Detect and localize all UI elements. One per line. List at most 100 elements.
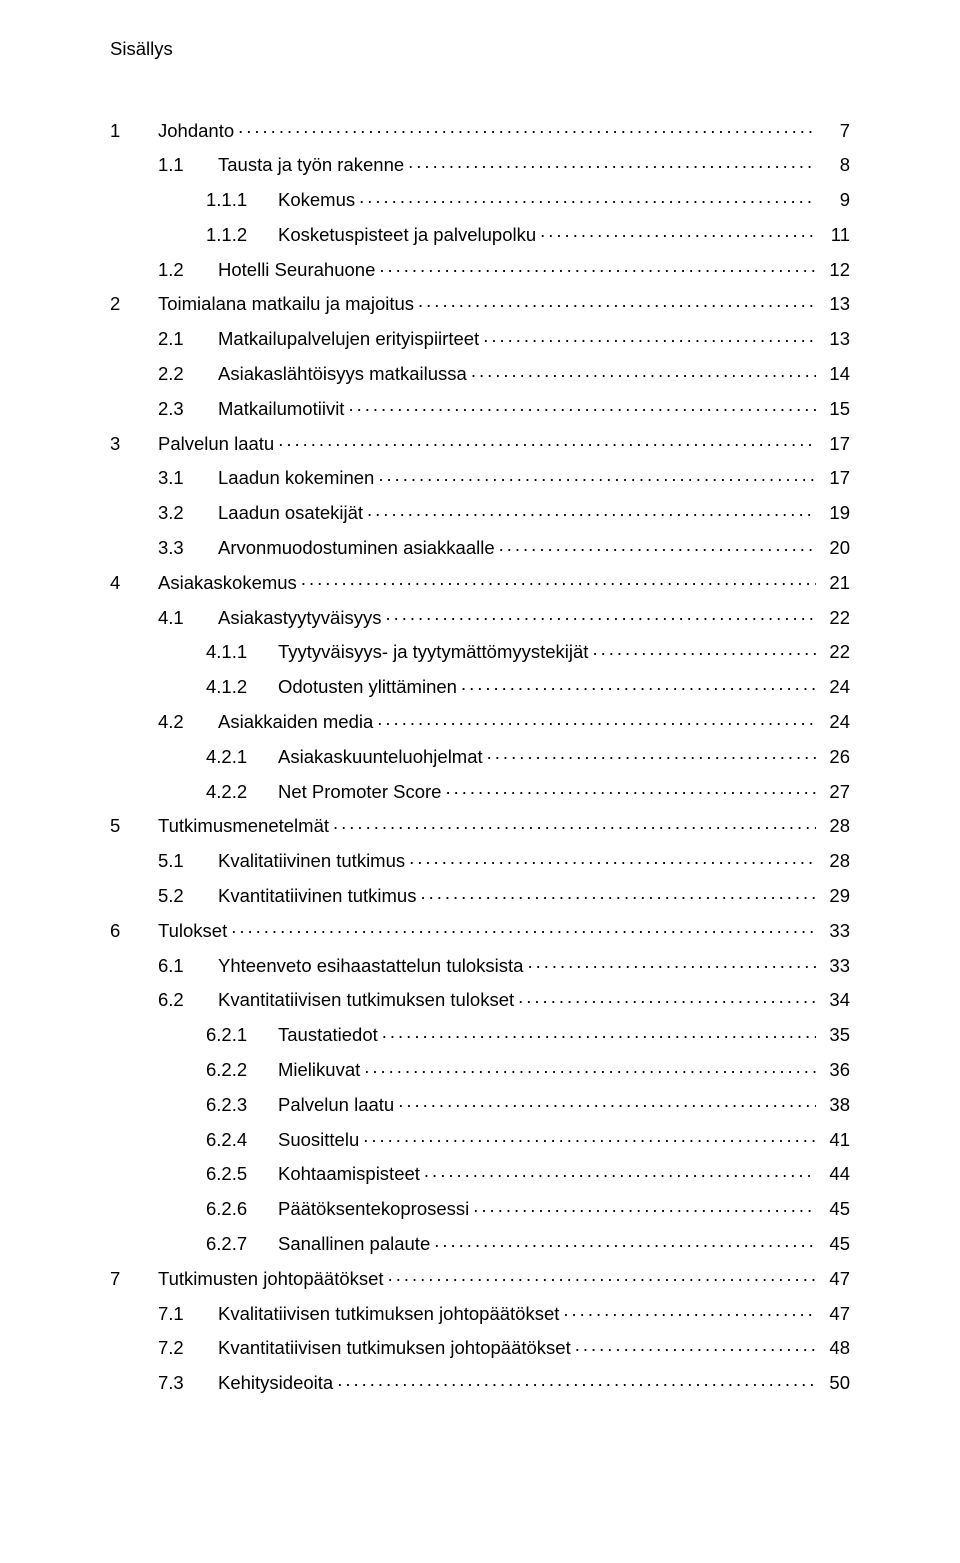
toc-dot-leader <box>408 153 816 172</box>
toc-entry-label: Tulokset <box>158 922 231 941</box>
toc-entry-label: Toimialana matkailu ja majoitus <box>158 295 418 314</box>
toc-entry: 3.1Laadun kokeminen17 <box>110 466 850 488</box>
toc-entry: 7.2Kvantitatiivisen tutkimuksen johtopää… <box>110 1336 850 1358</box>
toc-entry-page: 7 <box>816 122 850 141</box>
toc-entry-page: 33 <box>816 957 850 976</box>
toc-entry-label: Sanallinen palaute <box>278 1235 434 1254</box>
toc-dot-leader <box>301 570 816 589</box>
toc-entry-number: 1 <box>110 122 158 141</box>
toc-entry: 6.2Kvantitatiivisen tutkimuksen tulokset… <box>110 988 850 1010</box>
toc-dot-leader <box>348 396 816 415</box>
toc-entry-page: 26 <box>816 748 850 767</box>
toc-entry-number: 6.2.6 <box>110 1200 278 1219</box>
toc-dot-leader <box>499 536 816 555</box>
toc-entry-number: 1.1 <box>110 156 218 175</box>
toc-entry-page: 47 <box>816 1305 850 1324</box>
toc-entry-number: 6.2.1 <box>110 1026 278 1045</box>
toc-entry-number: 7 <box>110 1270 158 1289</box>
toc-entry-number: 6.1 <box>110 957 218 976</box>
toc-entry-number: 3.2 <box>110 504 218 523</box>
toc-entry-label: Palvelun laatu <box>278 1096 398 1115</box>
toc-entry-label: Kvantitatiivisen tutkimuksen johtopäätök… <box>218 1339 575 1358</box>
toc-entry-number: 4.1.2 <box>110 678 278 697</box>
toc-dot-leader <box>359 188 816 207</box>
toc-entry-label: Kohtaamispisteet <box>278 1165 424 1184</box>
toc-entry-label: Tutkimusmenetelmät <box>158 817 333 836</box>
toc-dot-leader <box>363 1127 816 1146</box>
toc-entry-label: Asiakastyytyväisyys <box>218 609 385 628</box>
toc-entry-number: 2 <box>110 295 158 314</box>
toc-entry: 2.2Asiakaslähtöisyys matkailussa14 <box>110 362 850 384</box>
toc-entry: 5Tutkimusmenetelmät28 <box>110 814 850 836</box>
toc-entry-number: 6 <box>110 922 158 941</box>
toc-entry-page: 41 <box>816 1131 850 1150</box>
toc-entry-label: Johdanto <box>158 122 238 141</box>
toc-entry-label: Kehitysideoita <box>218 1374 337 1393</box>
toc-entry: 1.1.2Kosketuspisteet ja palvelupolku 11 <box>110 222 850 244</box>
toc-dot-leader <box>367 501 816 520</box>
toc-entry-number: 7.1 <box>110 1305 218 1324</box>
toc-entry-page: 17 <box>816 435 850 454</box>
toc-entry-label: Mielikuvat <box>278 1061 364 1080</box>
toc-entry-number: 3 <box>110 435 158 454</box>
toc-entry: 4Asiakaskokemus21 <box>110 570 850 592</box>
toc-entry-label: Matkailupalvelujen erityispiirteet <box>218 330 483 349</box>
toc-entry: 2Toimialana matkailu ja majoitus13 <box>110 292 850 314</box>
toc-entry-label: Kosketuspisteet ja palvelupolku <box>278 226 540 245</box>
toc-entry: 6.2.1Taustatiedot 35 <box>110 1023 850 1045</box>
toc-entry-label: Kvantitatiivinen tutkimus <box>218 887 420 906</box>
table-of-contents: 1Johdanto71.1Tausta ja työn rakenne81.1.… <box>110 118 850 1393</box>
toc-dot-leader <box>471 362 816 381</box>
toc-entry: 6.2.7Sanallinen palaute 45 <box>110 1232 850 1254</box>
toc-entry: 6.2.4Suosittelu41 <box>110 1127 850 1149</box>
toc-dot-leader <box>434 1232 816 1251</box>
toc-entry-label: Asiakaskuunteluohjelmat <box>278 748 487 767</box>
toc-entry-number: 2.1 <box>110 330 218 349</box>
toc-entry-label: Palvelun laatu <box>158 435 278 454</box>
toc-dot-leader <box>379 257 816 276</box>
toc-entry-page: 19 <box>816 504 850 523</box>
toc-entry-label: Kvantitatiivisen tutkimuksen tulokset <box>218 991 518 1010</box>
toc-entry-page: 27 <box>816 783 850 802</box>
toc-dot-leader <box>278 431 816 450</box>
toc-entry-page: 11 <box>816 226 850 245</box>
toc-entry-page: 45 <box>816 1200 850 1219</box>
toc-entry-label: Odotusten ylittäminen <box>278 678 461 697</box>
toc-entry-page: 35 <box>816 1026 850 1045</box>
toc-entry-label: Net Promoter Score <box>278 783 445 802</box>
toc-entry: 4.1.1Tyytyväisyys- ja tyytymättömyysteki… <box>110 640 850 662</box>
toc-dot-leader <box>473 1197 816 1216</box>
toc-entry-number: 2.2 <box>110 365 218 384</box>
toc-entry-page: 45 <box>816 1235 850 1254</box>
toc-dot-leader <box>445 779 816 798</box>
toc-dot-leader <box>540 222 816 241</box>
toc-entry-number: 6.2.7 <box>110 1235 278 1254</box>
toc-dot-leader <box>461 675 816 694</box>
toc-entry-number: 1.1.1 <box>110 191 278 210</box>
toc-entry: 1.2Hotelli Seurahuone12 <box>110 257 850 279</box>
toc-entry-page: 20 <box>816 539 850 558</box>
toc-entry-label: Kokemus <box>278 191 359 210</box>
toc-dot-leader <box>418 292 816 311</box>
toc-entry-number: 1.1.2 <box>110 226 278 245</box>
toc-entry-page: 38 <box>816 1096 850 1115</box>
toc-entry-page: 13 <box>816 330 850 349</box>
toc-entry: 6Tulokset33 <box>110 918 850 940</box>
toc-entry-page: 17 <box>816 469 850 488</box>
toc-entry-number: 6.2 <box>110 991 218 1010</box>
toc-entry: 7.3Kehitysideoita50 <box>110 1371 850 1393</box>
toc-entry-label: Asiakaslähtöisyys matkailussa <box>218 365 471 384</box>
toc-dot-leader <box>382 1023 816 1042</box>
toc-entry-label: Asiakaskokemus <box>158 574 301 593</box>
toc-entry-label: Suosittelu <box>278 1131 363 1150</box>
toc-entry: 1.1.1Kokemus9 <box>110 188 850 210</box>
toc-entry-label: Taustatiedot <box>278 1026 382 1045</box>
toc-title: Sisällys <box>110 38 850 60</box>
toc-entry-page: 29 <box>816 887 850 906</box>
toc-dot-leader <box>563 1301 816 1320</box>
toc-entry: 3Palvelun laatu 17 <box>110 431 850 453</box>
toc-entry-page: 44 <box>816 1165 850 1184</box>
toc-dot-leader <box>231 918 816 937</box>
toc-dot-leader <box>364 1058 816 1077</box>
toc-entry-label: Kvalitatiivinen tutkimus <box>218 852 409 871</box>
